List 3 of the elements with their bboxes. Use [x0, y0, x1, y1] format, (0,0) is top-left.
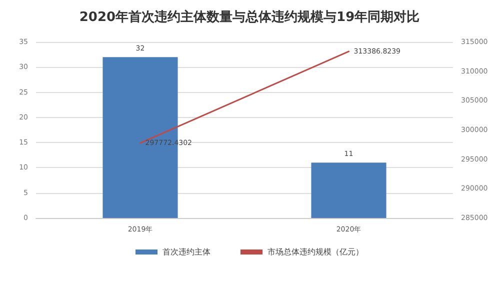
legend-label: 市场总体违约规模（亿元）: [268, 248, 364, 256]
legend-label: 首次违约主体: [162, 248, 210, 256]
chart-title: 2020年首次违约主体数量与总体违约规模与19年同期对比: [79, 9, 420, 25]
